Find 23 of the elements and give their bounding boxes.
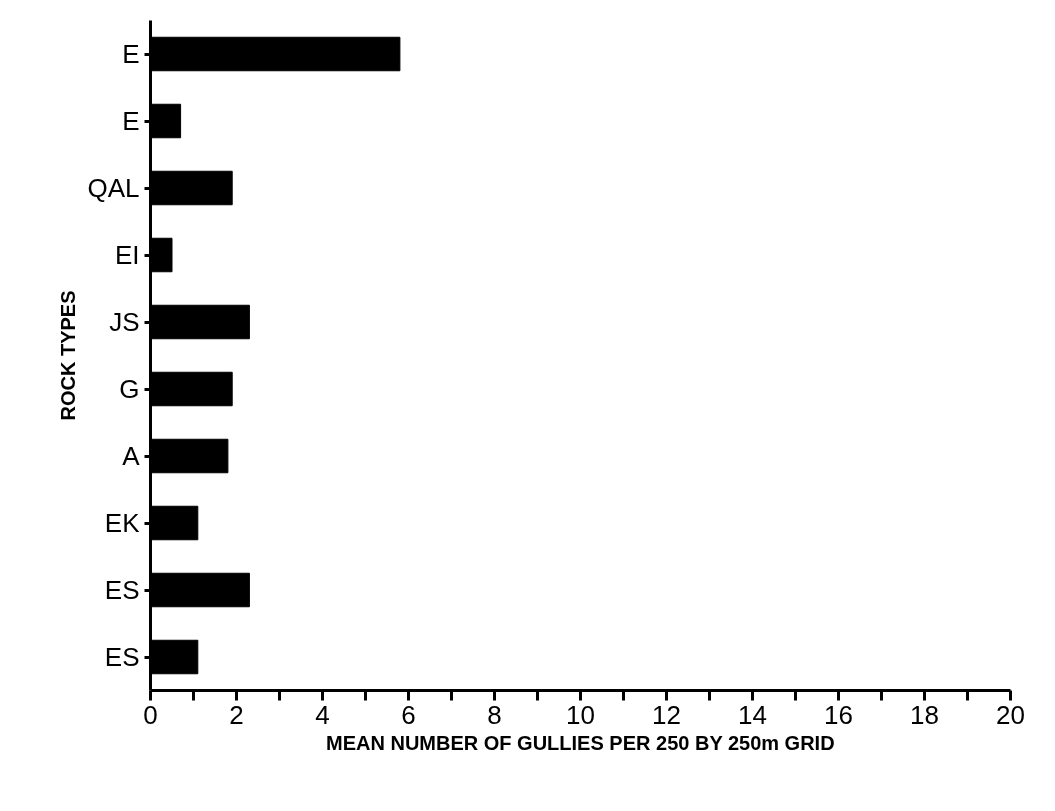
y-tick-label: ES: [104, 575, 140, 605]
x-tick-label: 2: [229, 699, 244, 730]
y-tick-label: ES: [104, 642, 140, 672]
x-tick-label: 18: [910, 699, 939, 730]
x-axis-title: MEAN NUMBER OF GULLIES PER 250 BY 250m GRID: [326, 731, 835, 754]
y-tick-label: QAL: [87, 173, 140, 203]
y-tick-label: JS: [109, 307, 140, 337]
y-tick-label: EI: [114, 240, 140, 270]
x-tick-label: 4: [315, 699, 330, 730]
x-tick-label: 16: [824, 699, 853, 730]
x-tick-label: 0: [143, 699, 158, 730]
x-tick-label: 6: [401, 699, 416, 730]
y-tick-label: A: [122, 441, 141, 471]
x-tick-label: 8: [487, 699, 502, 730]
y-tick-label: EK: [104, 508, 141, 538]
x-tick-label: 14: [738, 699, 767, 730]
y-tick-label: E: [122, 39, 140, 69]
x-tick-label: 20: [996, 699, 1025, 730]
y-tick-label: G: [119, 374, 140, 404]
x-tick-label: 10: [566, 699, 595, 730]
x-tick-label: 12: [652, 699, 681, 730]
y-tick-label: E: [122, 106, 140, 136]
y-axis-title: ROCK TYPES: [57, 290, 80, 421]
